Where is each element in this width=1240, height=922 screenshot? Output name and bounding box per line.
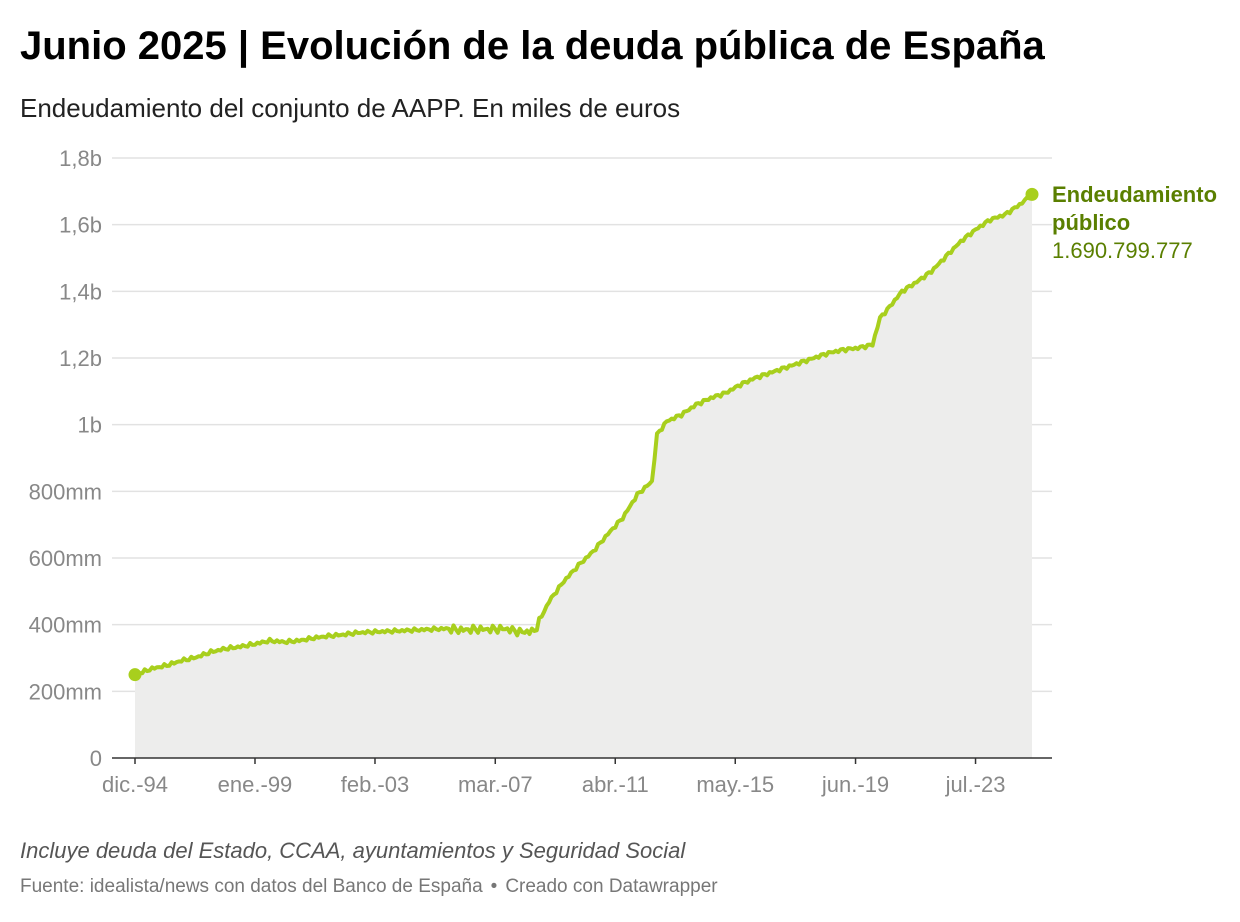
- y-tick-label: 0: [90, 746, 102, 771]
- chart-title: Junio 2025 | Evolución de la deuda públi…: [20, 24, 1045, 68]
- x-tick-label: may.-15: [696, 772, 774, 797]
- source-text: Fuente: idealista/news con datos del Ban…: [20, 876, 483, 897]
- series-end-point: [1025, 187, 1039, 201]
- x-tick-label: feb.-03: [341, 772, 410, 797]
- series-label-group: Endeudamiento público 1.690.799.777: [1052, 182, 1217, 263]
- chart-subtitle: Endeudamiento del conjunto de AAPP. En m…: [20, 93, 681, 123]
- y-tick-label: 1,2b: [59, 346, 102, 371]
- series-line: [133, 192, 1034, 678]
- footnote: Incluye deuda del Estado, CCAA, ayuntami…: [20, 838, 686, 863]
- plot-area: [112, 187, 1052, 759]
- y-tick-label: 1b: [78, 413, 102, 438]
- x-tick-label: ene.-99: [218, 772, 293, 797]
- series-area-fill: [135, 194, 1032, 758]
- source-credit: Fuente: idealista/news con datos del Ban…: [20, 876, 718, 898]
- separator: •: [490, 876, 498, 897]
- y-tick-label: 200mm: [29, 679, 102, 704]
- y-tick-label: 1,6b: [59, 213, 102, 238]
- x-tick-label: abr.-11: [582, 772, 649, 797]
- x-tick-label: jun.-19: [821, 772, 889, 797]
- y-tick-label: 1,8b: [59, 146, 102, 171]
- series-start-point: [128, 668, 142, 682]
- series-last-value-label: 1.690.799.777: [1052, 238, 1193, 263]
- credit-text: Creado con Datawrapper: [505, 876, 718, 897]
- series-label-line2: público: [1052, 210, 1130, 235]
- y-tick-label: 1,4b: [59, 279, 102, 304]
- y-tick-label: 600mm: [29, 546, 102, 571]
- x-tick-label: dic.-94: [102, 772, 168, 797]
- series-label-line1: Endeudamiento: [1052, 182, 1217, 207]
- y-tick-label: 400mm: [29, 613, 102, 638]
- x-tick-label: mar.-07: [458, 772, 533, 797]
- x-axis-ticks: dic.-94 ene.-99 feb.-03 mar.-07 abr.-11 may.-…: [102, 758, 1006, 797]
- y-tick-label: 800mm: [29, 479, 102, 504]
- y-axis-ticks: 0 200mm 400mm 600mm 800mm 1b 1,2b 1,4b 1,6b 1,8b: [29, 146, 102, 771]
- x-tick-label: jul.-23: [945, 772, 1006, 797]
